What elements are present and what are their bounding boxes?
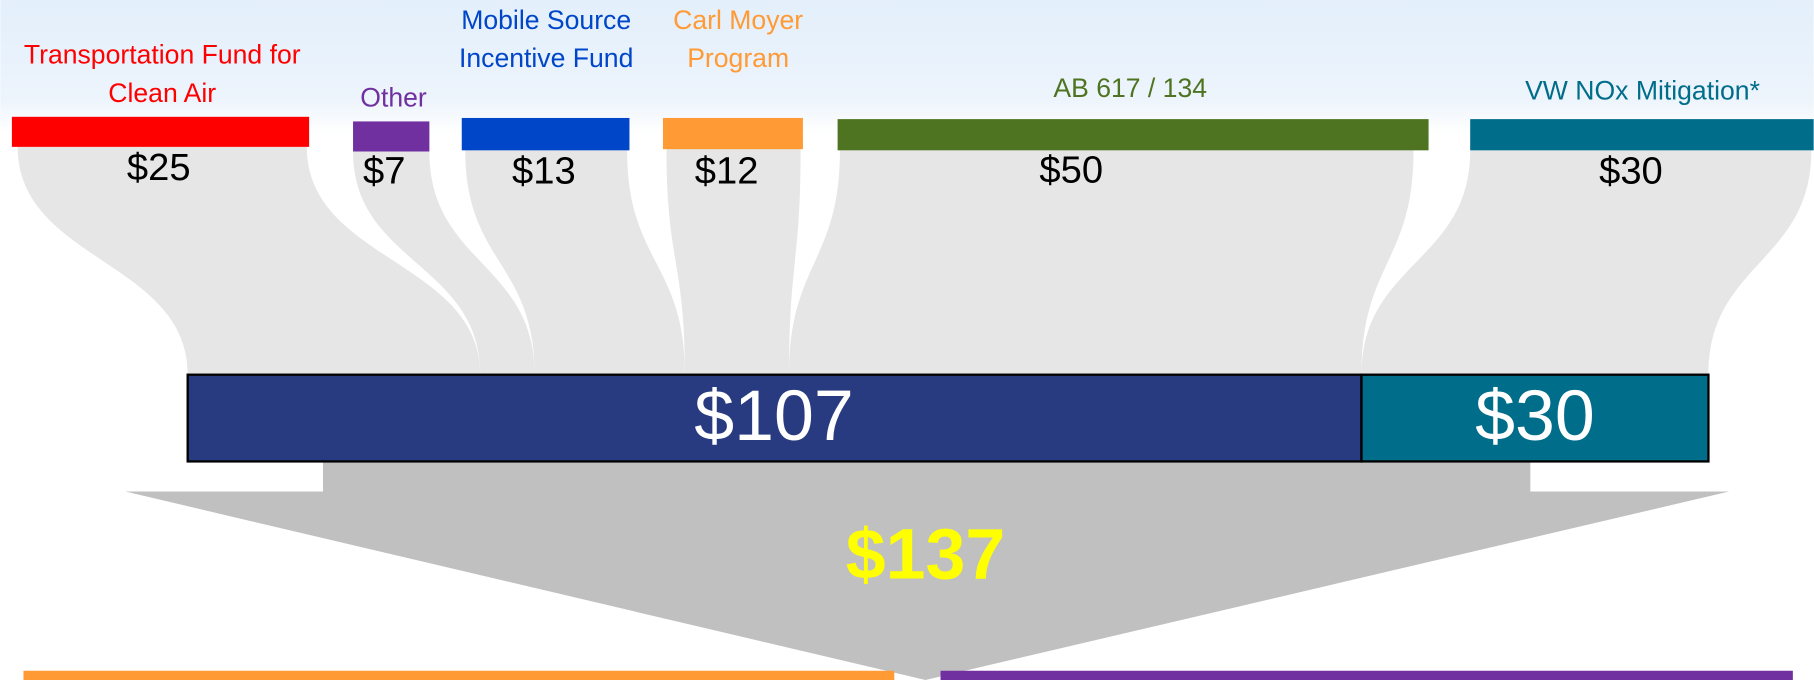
source-amount: $13 [512, 150, 576, 193]
source-amount: $12 [695, 150, 759, 193]
flow [17, 146, 481, 375]
funnel-neck [322, 460, 1531, 493]
source-label: Carl Moyer [673, 5, 803, 35]
bottom-bar [940, 670, 1793, 680]
funnel [125, 491, 1730, 680]
combined-bar [186, 373, 1363, 463]
source-label: Incentive Fund [459, 43, 633, 73]
source-label: Transportation Fund for [24, 40, 301, 70]
source-label: VW NOx Mitigation* [1525, 76, 1760, 106]
bottom-bar [23, 670, 895, 680]
source-label: Clean Air [108, 78, 216, 108]
flow [789, 150, 1414, 375]
source-bar [1470, 119, 1814, 151]
source-bar [353, 121, 430, 152]
combined-amount: $30 [1475, 376, 1595, 456]
flow [1361, 150, 1812, 375]
source-amount: $7 [363, 150, 405, 193]
flow [465, 150, 685, 375]
source-bar [11, 116, 310, 147]
flow [666, 149, 801, 375]
source-bar [837, 119, 1429, 151]
source-label: Mobile Source [461, 5, 631, 35]
total: $137 [846, 515, 1005, 595]
flow [353, 151, 535, 375]
source-amount: $25 [127, 146, 191, 189]
source-label: AB 617 / 134 [1053, 73, 1207, 103]
source-bar [461, 117, 630, 151]
combined-bar [1360, 373, 1710, 463]
combined-amount: $107 [694, 376, 853, 456]
source-label: Other [360, 82, 427, 112]
background [0, 0, 1814, 133]
source-label: Program [687, 43, 789, 73]
source-amount: $30 [1599, 150, 1663, 193]
source-bar [662, 117, 803, 150]
source-amount: $50 [1039, 148, 1103, 191]
